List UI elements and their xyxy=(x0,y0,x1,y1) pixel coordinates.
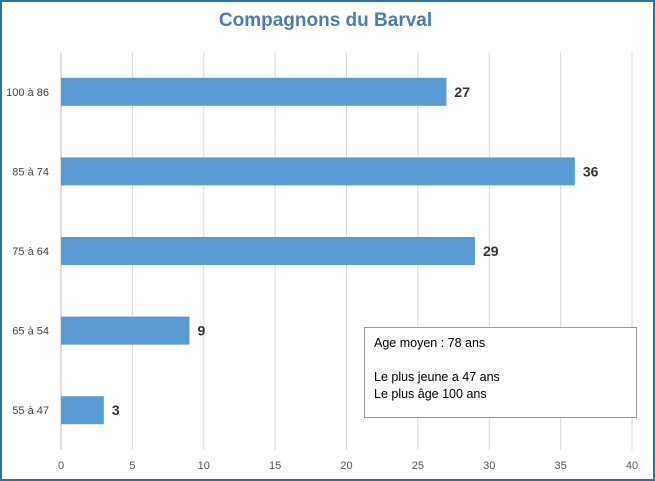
category-label: 75 à 64 xyxy=(12,246,49,258)
bar xyxy=(61,396,104,425)
data-label: 3 xyxy=(112,402,120,418)
x-tick-label: 30 xyxy=(483,460,495,472)
data-label: 36 xyxy=(583,163,599,179)
bar xyxy=(61,237,475,265)
chart-title: Compagnons du Barval xyxy=(218,10,433,31)
data-label: 29 xyxy=(483,243,499,259)
x-tick-label: 0 xyxy=(58,460,64,472)
bar xyxy=(61,316,190,345)
data-label: 27 xyxy=(454,84,470,100)
annotation-line-average: Age moyen : 78 ans xyxy=(374,336,486,350)
category-label: 85 à 74 xyxy=(12,166,49,178)
x-tick-label: 25 xyxy=(412,460,424,472)
bar xyxy=(61,77,447,106)
annotation-line-youngest: Le plus jeune a 47 ans xyxy=(374,370,500,384)
annotation-box: Age moyen : 78 ans Le plus jeune a 47 an… xyxy=(364,327,637,418)
x-tick-label: 20 xyxy=(340,460,352,472)
data-label: 9 xyxy=(197,323,205,339)
bar xyxy=(61,157,575,186)
x-tick-label: 10 xyxy=(198,460,210,472)
category-label: 65 à 54 xyxy=(12,326,49,338)
x-tick-label: 35 xyxy=(555,460,567,472)
category-label: 100 à 86 xyxy=(6,87,49,99)
annotation-line-spacer xyxy=(374,352,627,369)
x-tick-label: 5 xyxy=(129,460,135,472)
category-label: 55 à 47 xyxy=(12,405,49,417)
x-tick-label: 15 xyxy=(269,460,281,472)
x-tick-label: 40 xyxy=(626,460,638,472)
annotation-line-oldest: Le plus âge 100 ans xyxy=(374,387,487,401)
